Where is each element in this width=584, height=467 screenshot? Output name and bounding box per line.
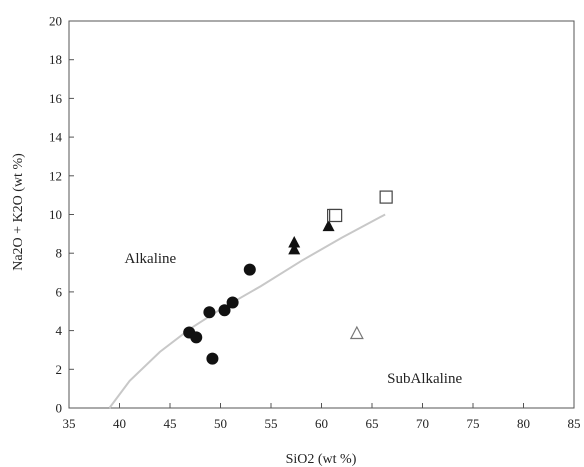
x-tick-label: 80	[517, 416, 530, 431]
boundary-line-layer	[108, 213, 386, 409]
x-tick-label: 60	[315, 416, 328, 431]
x-tick-label: 55	[265, 416, 278, 431]
x-axis-label: SiO2 (wt %)	[286, 452, 357, 467]
data-points	[183, 190, 393, 365]
y-axis-label: Na2O + K2O (wt %)	[11, 153, 26, 271]
x-tick-label: 70	[416, 416, 429, 431]
filled-circle-point	[190, 331, 203, 344]
y-tick-label: 20	[49, 14, 62, 29]
open-square-point	[329, 208, 343, 223]
filled-circle-point	[206, 352, 219, 365]
filled-circle-point	[243, 263, 256, 276]
alkaline-subalkaline-boundary-line	[108, 213, 386, 409]
y-tick-label: 0	[56, 401, 63, 416]
y-tick-label: 18	[49, 52, 62, 67]
x-tick-label: 75	[467, 416, 480, 431]
axis-ticks: 35 40 45 50 55 60 65 70 75 80 85 0 2 4 6 8 10 12 14 16 18 20	[49, 14, 581, 432]
y-tick-label: 8	[56, 246, 63, 261]
y-tick-label: 6	[56, 284, 63, 299]
x-tick-label: 35	[63, 416, 76, 431]
y-tick-label: 4	[56, 323, 63, 338]
plot-frame	[68, 20, 575, 409]
x-tick-label: 45	[164, 416, 177, 431]
x-tick-label: 40	[113, 416, 126, 431]
y-tick-label: 14	[49, 130, 63, 145]
x-tick-label: 65	[366, 416, 379, 431]
annotations: Alkaline SubAlkaline	[125, 251, 463, 387]
region-label: Alkaline	[125, 251, 177, 267]
filled-circle-point	[203, 306, 216, 319]
filled-triangle-point	[288, 242, 301, 255]
filled-triangle-point	[288, 236, 301, 248]
filled-circle-point	[226, 296, 239, 309]
y-tick-label: 2	[56, 362, 63, 377]
x-tick-label: 50	[214, 416, 227, 431]
y-tick-label: 16	[49, 91, 63, 106]
open-triangle-point	[349, 325, 364, 340]
x-tick-label: 85	[568, 416, 581, 431]
open-square-point	[379, 190, 393, 204]
filled-triangle-point	[322, 219, 335, 232]
y-tick-label: 10	[49, 207, 62, 222]
y-tick-label: 12	[49, 168, 62, 183]
filled-circle-point	[218, 304, 231, 317]
region-label: SubAlkaline	[387, 371, 462, 387]
